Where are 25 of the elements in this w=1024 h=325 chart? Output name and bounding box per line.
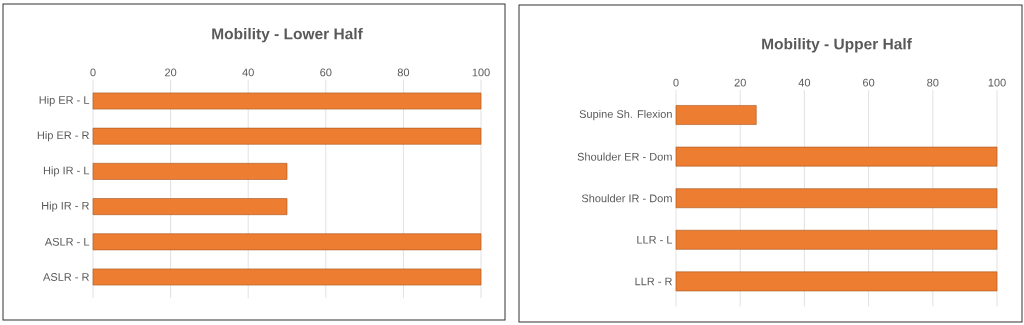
x-tick-label: 0 — [673, 78, 679, 87]
y-tick-label: Shoulder ER - Dom — [577, 152, 672, 161]
x-tick-label: 20 — [165, 68, 177, 77]
x-tick-label: 100 — [472, 68, 490, 77]
y-tick-label: Supine Sh. Flexion — [579, 109, 672, 121]
y-tick-label: Shoulder IR - Dom — [581, 194, 672, 203]
x-tick-label: 40 — [242, 68, 254, 77]
x-tick-label: 20 — [734, 78, 746, 87]
x-tick-label: 40 — [798, 78, 811, 87]
y-tick-label: ASLR - L — [44, 237, 90, 246]
x-tick-label: 0 — [90, 68, 96, 77]
y-tick-label: Hip ER - L — [39, 95, 90, 107]
chart-title: Mobility - Upper Half — [762, 38, 912, 53]
y-tick-label: LLR - R — [635, 277, 672, 286]
y-tick-label: Hip IR - R — [42, 201, 89, 212]
x-tick-label: 100 — [988, 78, 1006, 87]
chart-title: Mobility - Lower Half — [212, 27, 363, 43]
y-tick-label: Hip ER - R — [37, 131, 89, 142]
x-tick-label: 60 — [320, 68, 332, 77]
x-tick-label: 60 — [863, 78, 875, 87]
x-tick-label: 80 — [397, 68, 410, 77]
y-tick-label: ASLR - R — [43, 273, 89, 281]
y-tick-label: LLR - L — [637, 236, 673, 244]
y-tick-label: Hip IR - L — [43, 166, 90, 177]
x-tick-label: 80 — [927, 78, 939, 87]
